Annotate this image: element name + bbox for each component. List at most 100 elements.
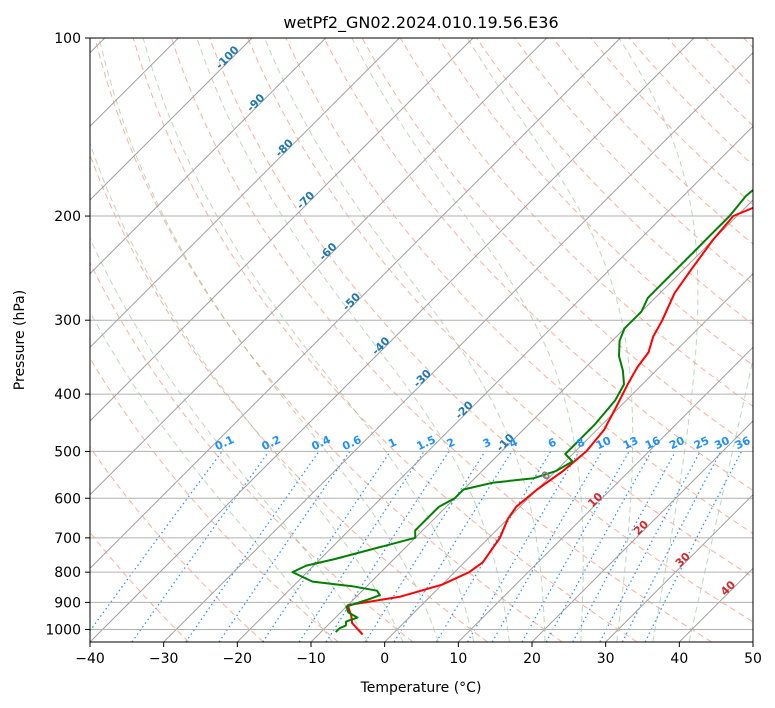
mixing-ratio-label: 30 <box>712 434 732 452</box>
mixing-ratio-line <box>644 451 743 642</box>
isotherm-line <box>90 38 327 275</box>
x-tick-label: 30 <box>597 651 615 667</box>
isotherm-line <box>457 346 753 642</box>
mixing-ratio-label: 16 <box>643 434 663 452</box>
mixing-ratio-label: 0.4 <box>310 433 333 453</box>
isotherm-label: -40 <box>369 334 392 357</box>
isotherm-label: -30 <box>411 367 434 390</box>
isotherm-line <box>310 199 753 642</box>
mixing-ratio-label: 2 <box>445 436 457 451</box>
mixing-ratio-line <box>262 451 391 642</box>
mixing-ratio-label: 25 <box>692 434 711 452</box>
mixing-ratio-label: 10 <box>594 434 614 452</box>
y-tick-label: 900 <box>54 595 81 611</box>
dry-adiabat-line <box>285 38 753 535</box>
y-tick-label: 1000 <box>45 622 81 638</box>
y-axis-label: Pressure (hPa) <box>12 290 28 390</box>
isotherm-label: -80 <box>273 136 296 159</box>
x-axis-label: Temperature (°C) <box>360 680 482 696</box>
mixing-ratio-label: 1 <box>386 436 398 451</box>
isotherm-label: 20 <box>631 518 651 538</box>
isotherm-line <box>90 38 253 201</box>
moist-adiabat-line <box>351 38 584 642</box>
dry-adiabat-line <box>514 38 753 285</box>
isotherm-line <box>531 420 753 642</box>
chart-title: wetPf2_GN02.2024.010.19.56.E36 <box>283 13 558 33</box>
mixing-ratio-line <box>572 451 677 642</box>
mixing-ratio-labels: 0.1 0.2 0.4 0.6 1 1.5 2 3 4 6 8 10 13 16 20 25 30 36 <box>213 433 753 453</box>
isotherm-line <box>752 641 753 642</box>
y-tick-label: 200 <box>54 209 81 225</box>
isotherm-line <box>236 125 753 642</box>
mixing-ratio-label: 1.5 <box>415 433 438 453</box>
mixing-ratio-line <box>521 451 630 642</box>
dry-adiabat-line <box>552 38 753 245</box>
x-axis: −40 −30 −20 −10 0 10 20 30 40 50 <box>75 642 762 667</box>
isotherm-label: 40 <box>718 578 738 598</box>
y-tick-label: 500 <box>54 444 81 460</box>
isotherm-label: -90 <box>244 91 267 114</box>
isotherm-label: 10 <box>585 490 605 510</box>
plot-area: -100-90-80-70-60-50-40-30-20-10010203040… <box>90 38 753 642</box>
isotherm-line <box>163 51 753 642</box>
dry-adiabat-line <box>743 38 753 49</box>
mixing-ratio-line <box>325 451 450 642</box>
pressure-grid <box>90 38 753 630</box>
moist-adiabat-line <box>688 356 753 642</box>
x-tick-label: 50 <box>744 651 762 667</box>
x-tick-label: −30 <box>149 651 179 667</box>
x-tick-label: 40 <box>670 651 688 667</box>
moist-adiabat-line <box>196 38 510 642</box>
mixing-ratio-line <box>185 451 320 642</box>
dry-adiabat-line <box>90 261 414 642</box>
profiles <box>291 188 753 636</box>
dry-adiabat-line <box>323 38 753 492</box>
dry-adiabat-line <box>705 38 753 88</box>
moist-adiabat-line <box>142 38 475 642</box>
y-tick-label: 600 <box>54 491 81 507</box>
mixing-ratio-lines <box>90 451 743 642</box>
isotherm-label: -20 <box>453 398 476 421</box>
isotherm-line <box>384 272 753 642</box>
mixing-ratio-label: 4 <box>507 435 520 450</box>
mixing-ratio-label: 36 <box>733 434 753 452</box>
isotherm-line <box>90 38 695 642</box>
mixing-ratio-label: 20 <box>667 434 687 452</box>
dry-adiabat-line <box>90 531 190 642</box>
dry-adiabat-line <box>90 446 264 642</box>
isotherm-label: 30 <box>673 550 693 570</box>
mixing-ratio-line <box>435 451 552 642</box>
mixing-ratio-line <box>545 451 652 642</box>
x-tick-label: 10 <box>449 651 467 667</box>
moist-adiabat-line <box>90 141 404 642</box>
mixing-ratio-line <box>599 451 701 642</box>
isotherm-line <box>90 38 400 349</box>
plot-frame <box>89 37 754 643</box>
dry-adiabat-line <box>90 357 339 642</box>
mixing-ratio-label: 6 <box>546 435 559 450</box>
y-tick-label: 100 <box>54 31 81 47</box>
x-tick-label: 20 <box>523 651 541 667</box>
dry-adiabat-line <box>209 38 753 623</box>
isotherm-line <box>90 38 548 496</box>
mixing-ratio-label: 8 <box>575 436 587 451</box>
dry-adiabat-line <box>247 38 753 578</box>
x-tick-label: −10 <box>296 651 326 667</box>
mixing-ratio-line <box>131 451 270 642</box>
y-tick-label: 400 <box>54 387 81 403</box>
mixing-ratio-label: 0.6 <box>340 433 363 453</box>
x-tick-label: 0 <box>380 651 389 667</box>
mixing-ratio-label: 13 <box>621 434 640 452</box>
y-tick-label: 700 <box>54 531 81 547</box>
isotherm-label: -100 <box>213 43 242 72</box>
moist-adiabat-line <box>618 38 699 642</box>
dry-adiabat-line <box>437 38 753 366</box>
mixing-ratio-line <box>218 451 351 642</box>
temperature-profile <box>346 206 753 636</box>
dry-adiabat-line <box>476 38 753 326</box>
y-tick-label: 800 <box>54 565 81 581</box>
y-tick-label: 300 <box>54 313 81 329</box>
mixing-ratio-line <box>90 451 223 632</box>
isotherm-line <box>605 493 753 642</box>
